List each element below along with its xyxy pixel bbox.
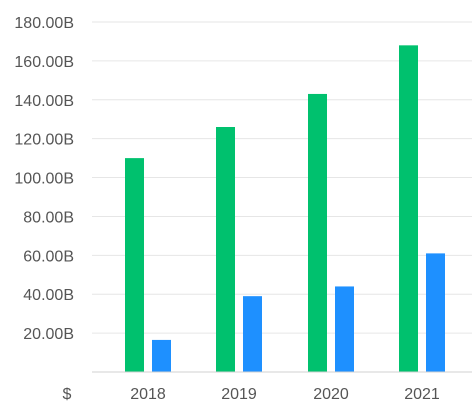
bar-2020-green: [308, 93, 327, 372]
y-tick-label: 20.00B: [23, 326, 74, 343]
bar-2019-blue: [243, 296, 262, 372]
bar-2021-green: [399, 45, 418, 372]
y-tick-label: 40.00B: [23, 287, 74, 304]
y-tick-label: 120.00B: [14, 132, 74, 149]
x-tick-label: 2019: [221, 386, 257, 402]
y-tick-label: 140.00B: [14, 93, 74, 110]
bar-2018-blue: [152, 339, 171, 372]
bars: [125, 45, 445, 372]
y-tick-label: 100.00B: [14, 171, 74, 188]
x-tick-label: 2020: [313, 386, 349, 402]
gridlines: [92, 21, 472, 334]
x-tick-label: 2018: [130, 386, 166, 402]
x-axis-ticks: 2018 2019 2020 2021: [130, 386, 440, 402]
y-axis-unit-label: $: [63, 386, 72, 402]
y-tick-label: 180.00B: [14, 15, 74, 32]
bar-2020-blue: [335, 286, 354, 372]
y-tick-label: 60.00B: [23, 248, 74, 265]
y-tick-label: 80.00B: [23, 209, 74, 226]
bar-2019-green: [216, 127, 235, 372]
bar-2021-blue: [426, 253, 445, 372]
y-axis-ticks: 20.00B 40.00B 60.00B 80.00B 100.00B 120.00B 14…: [14, 15, 74, 343]
y-tick-label: 160.00B: [14, 54, 74, 71]
bar-2018-green: [125, 158, 144, 372]
x-tick-label: 2021: [404, 386, 440, 402]
